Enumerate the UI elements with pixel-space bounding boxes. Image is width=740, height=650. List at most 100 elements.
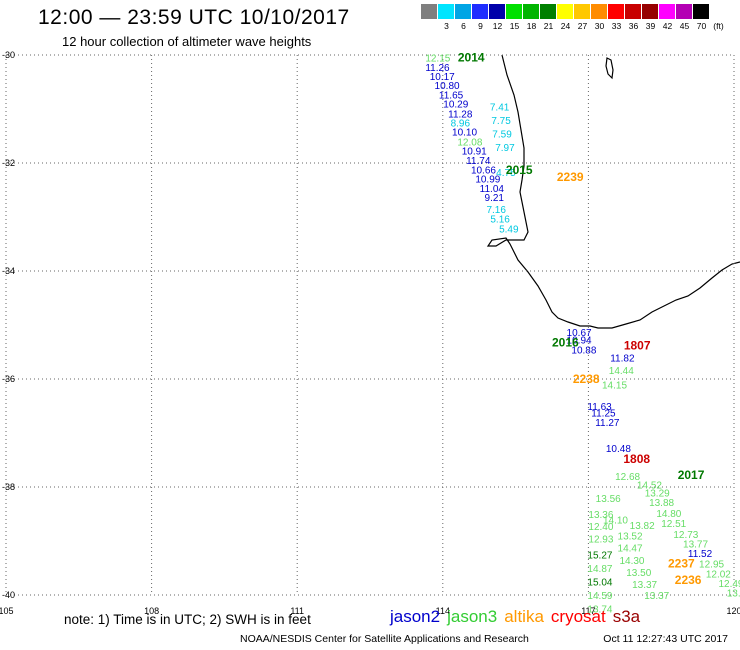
wave-height-label: 10.67 (567, 328, 592, 339)
wave-height-label: 14.87 (587, 564, 612, 575)
footer-timestamp: Oct 11 12:27:43 UTC 2017 (603, 633, 728, 645)
color-scale-swatch (489, 4, 506, 19)
pass-time-label: 1807 (624, 339, 651, 353)
note-text: note: 1) Time is in UTC; 2) SWH is in fe… (64, 612, 311, 627)
color-scale-tick-label: 33 (611, 21, 622, 31)
wave-height-label: 12.73 (673, 530, 698, 541)
wave-height-label: 13.52 (618, 532, 643, 543)
longitude-label: 108 (144, 606, 159, 616)
wave-height-label: 13.50 (626, 568, 651, 579)
wave-height-label: 12.93 (588, 534, 613, 545)
longitude-label: 120 (726, 606, 740, 616)
wave-height-label: 13.77 (683, 540, 708, 551)
wave-height-label: 10.10 (452, 128, 477, 139)
wave-height-label: 14.44 (609, 366, 634, 377)
longitude-label: 111 (290, 606, 304, 616)
wave-height-label: 12.95 (699, 560, 724, 571)
color-scale-swatch (591, 4, 608, 19)
color-scale-tick-label: 45 (679, 21, 690, 31)
wave-height-label: 13.29 (645, 488, 670, 499)
wave-height-label: 11.52 (688, 549, 713, 560)
australia-coastline (486, 54, 740, 329)
wave-height-label: 5.49 (499, 224, 519, 235)
wave-height-label: 13.37 (632, 580, 657, 591)
color-scale-swatch (540, 4, 557, 19)
wave-height-label: 12.08 (457, 137, 482, 148)
longitude-label: 114 (436, 606, 450, 616)
wave-height-label: 11.65 (439, 90, 464, 101)
legend-item-jason3: jason3 (447, 607, 498, 626)
pass-time-label: 2239 (557, 170, 584, 184)
wave-height-label: 11.82 (610, 353, 635, 364)
wave-height-label: 13.74 (587, 605, 612, 616)
page-title: 12:00 — 23:59 UTC 10/10/2017 (38, 6, 350, 29)
wave-height-label: 12.51 (661, 519, 686, 530)
color-scale-tick-label: 42 (662, 21, 673, 31)
wave-height-label: 13.88 (649, 498, 674, 509)
page-subtitle: 12 hour collection of altimeter wave hei… (62, 34, 312, 49)
color-scale-swatch (693, 4, 710, 19)
legend-item-jason2: jason2 (390, 607, 441, 626)
wave-height-label: 12.40 (588, 522, 613, 533)
color-scale-tick-label: 70 (696, 21, 707, 31)
wave-height-label: 11.74 (466, 156, 491, 167)
latitude-label: -32 (2, 158, 15, 168)
pass-time-label: 1808 (623, 452, 650, 466)
latitude-label: -36 (2, 374, 15, 384)
pass-time-label: 2015 (506, 163, 533, 177)
wave-height-label: 7.59 (492, 129, 512, 140)
color-scale-tick-label: 30 (594, 21, 605, 31)
wave-height-label: 5.16 (490, 215, 510, 226)
wave-height-label: 7.41 (490, 102, 510, 113)
wave-height-label: 7.97 (495, 143, 515, 154)
pass-time-label: 2238 (573, 372, 600, 386)
pass-time-label: 2014 (458, 51, 485, 65)
island-outline (605, 57, 614, 80)
color-scale-swatch (421, 4, 438, 19)
wave-height-label: 11.25 (591, 408, 616, 419)
latitude-label: -30 (2, 50, 15, 60)
wave-height-label: 11.27 (595, 418, 620, 429)
color-scale-swatch (523, 4, 540, 19)
wave-height-label: 10.29 (443, 100, 468, 111)
wave-height-label: 14.47 (618, 543, 643, 554)
color-scale-swatch (642, 4, 659, 19)
color-scale-swatch (659, 4, 676, 19)
wave-height-label: 10.66 (471, 165, 496, 176)
color-scale-swatch (676, 4, 693, 19)
pass-time-label: 2237 (668, 557, 695, 571)
legend-item-s3a: s3a (612, 607, 641, 626)
wave-height-label: 12.68 (615, 472, 640, 483)
color-scale-tick-label: 39 (645, 21, 656, 31)
color-scale-tick-label: 36 (628, 21, 639, 31)
map-labels: 12.1511.2610.1710.8011.6510.2911.288.961… (425, 51, 740, 616)
lat-lon-grid: 105 108 111 114 117 120 -30 -32 -34 -36 -38 -40 (0, 50, 740, 616)
wave-height-label: 15.27 (587, 551, 612, 562)
color-scale-ticks: 3 6 9 12 15 18 21 24 27 30 33 36 39 42 45 70 (ft) (421, 21, 727, 31)
latitude-label: -40 (2, 590, 15, 600)
color-scale-swatch (608, 4, 625, 19)
legend-item-cryosat: cryosat (550, 607, 606, 626)
color-scale-tick-label: 24 (560, 21, 571, 31)
wave-height-label: 15.04 (587, 578, 612, 589)
wave-height-label: 13.56 (596, 494, 621, 505)
wave-height-label: 13.82 (630, 521, 655, 532)
pass-time-label: 2017 (678, 468, 705, 482)
pass-time-label: 2016 (552, 335, 579, 349)
wave-height-label: 14.80 (656, 509, 681, 520)
longitude-label: 117 (581, 606, 595, 616)
wave-height-label: 14.59 (587, 591, 612, 602)
wave-height-label: 4.75 (496, 168, 516, 179)
wave-height-label: 7.75 (491, 116, 511, 127)
color-scale-tick-label (421, 21, 438, 31)
footer-agency: NOAA/NESDIS Center for Satellite Applica… (240, 633, 529, 645)
wave-height-label: 11.26 (425, 63, 450, 74)
wave-height-label: 14.52 (637, 480, 662, 491)
wave-height-label: 10.48 (606, 444, 631, 455)
color-scale-swatch (625, 4, 642, 19)
wave-height-label: 9.21 (485, 193, 505, 204)
pass-time-label: 2236 (675, 573, 702, 587)
wave-height-label: 12.49 (718, 579, 740, 590)
color-scale-tick-label: 6 (461, 21, 466, 31)
